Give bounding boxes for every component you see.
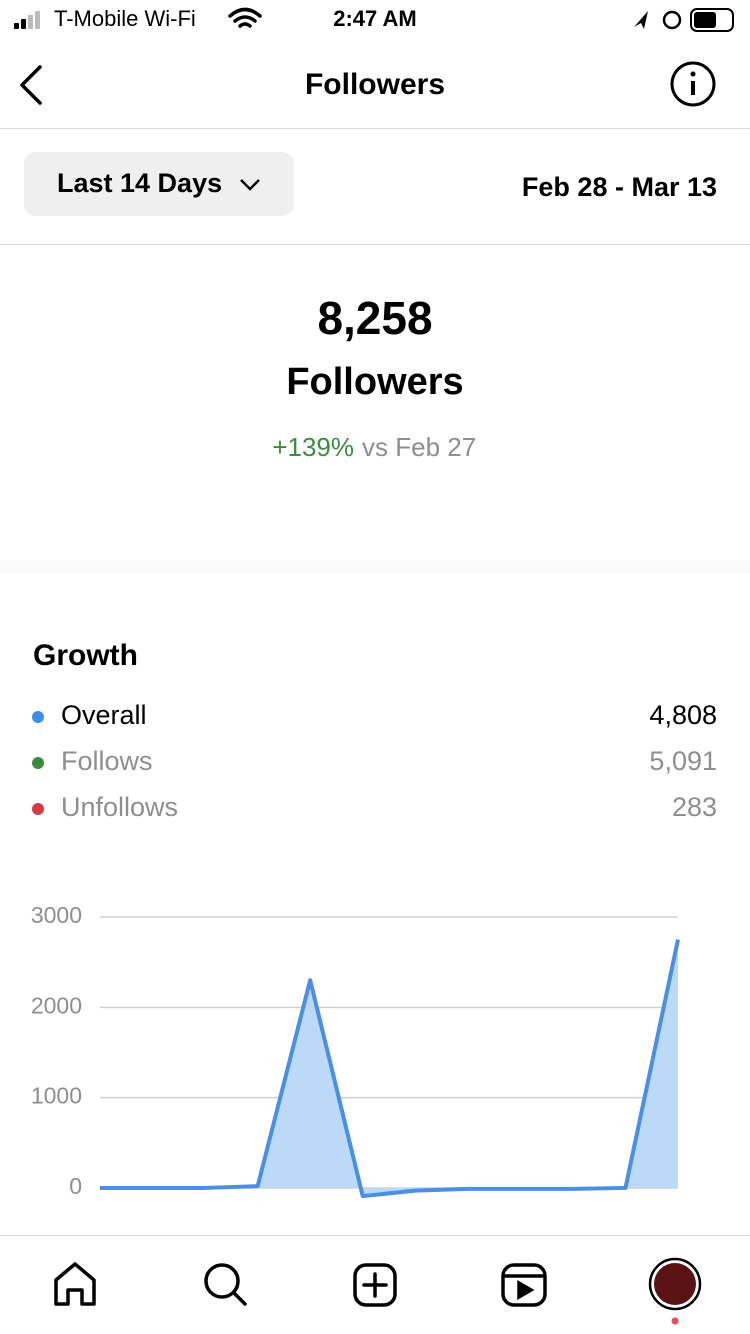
create-tab[interactable]: [353, 1263, 397, 1307]
range-label: Last 14 Days: [57, 168, 222, 198]
legend-dot: [32, 757, 44, 769]
clock: 2:47 AM: [333, 6, 417, 31]
legend-name: Overall: [61, 700, 147, 730]
follower-label: Followers: [286, 361, 463, 403]
y-tick-label: 2000: [31, 992, 82, 1018]
dropdown-caret: [240, 179, 260, 191]
legend-dot: [32, 711, 44, 723]
growth-title: Growth: [33, 639, 138, 672]
date-range: Feb 28 - Mar 13: [522, 172, 717, 202]
legend-value: 4,808: [649, 700, 717, 730]
area-fill: [100, 939, 678, 1197]
info-button[interactable]: [670, 61, 716, 107]
search-tab[interactable]: [204, 1263, 247, 1306]
home-tab[interactable]: [54, 1262, 96, 1306]
follower-count: 8,258: [317, 292, 432, 344]
back-button[interactable]: [20, 65, 42, 105]
location-icon: [634, 11, 648, 29]
signal-icon: [14, 11, 40, 29]
range-dropdown[interactable]: [24, 152, 294, 216]
comparison: vs Feb 27: [362, 432, 476, 462]
section-gap: [0, 560, 750, 574]
reels-tab[interactable]: [501, 1263, 547, 1307]
legend-value: 283: [672, 792, 717, 822]
legend-dot: [32, 803, 44, 815]
y-tick-label: 0: [69, 1173, 82, 1199]
chart: 0 1000 2000 3000: [31, 902, 680, 1199]
legend-value: 5,091: [649, 746, 717, 776]
carrier: T-Mobile Wi-Fi: [54, 6, 196, 31]
legend-name: Follows: [61, 746, 153, 776]
legend-name: Unfollows: [61, 792, 178, 822]
profile-tab[interactable]: [648, 1257, 702, 1311]
y-tick-label: 1000: [31, 1083, 82, 1109]
legend: Overall 4,808 Follows 5,091 Unfollows 283: [32, 700, 717, 822]
notification-dot: [671, 1317, 679, 1325]
page-title: Followers: [305, 68, 445, 101]
wifi-icon: [228, 7, 262, 28]
battery-icon: [690, 8, 734, 32]
alarm-icon: [662, 10, 682, 30]
line: [100, 939, 680, 1199]
y-tick-label: 3000: [31, 902, 82, 928]
battery-level: [694, 12, 716, 28]
change-percent: +139%: [272, 432, 354, 462]
